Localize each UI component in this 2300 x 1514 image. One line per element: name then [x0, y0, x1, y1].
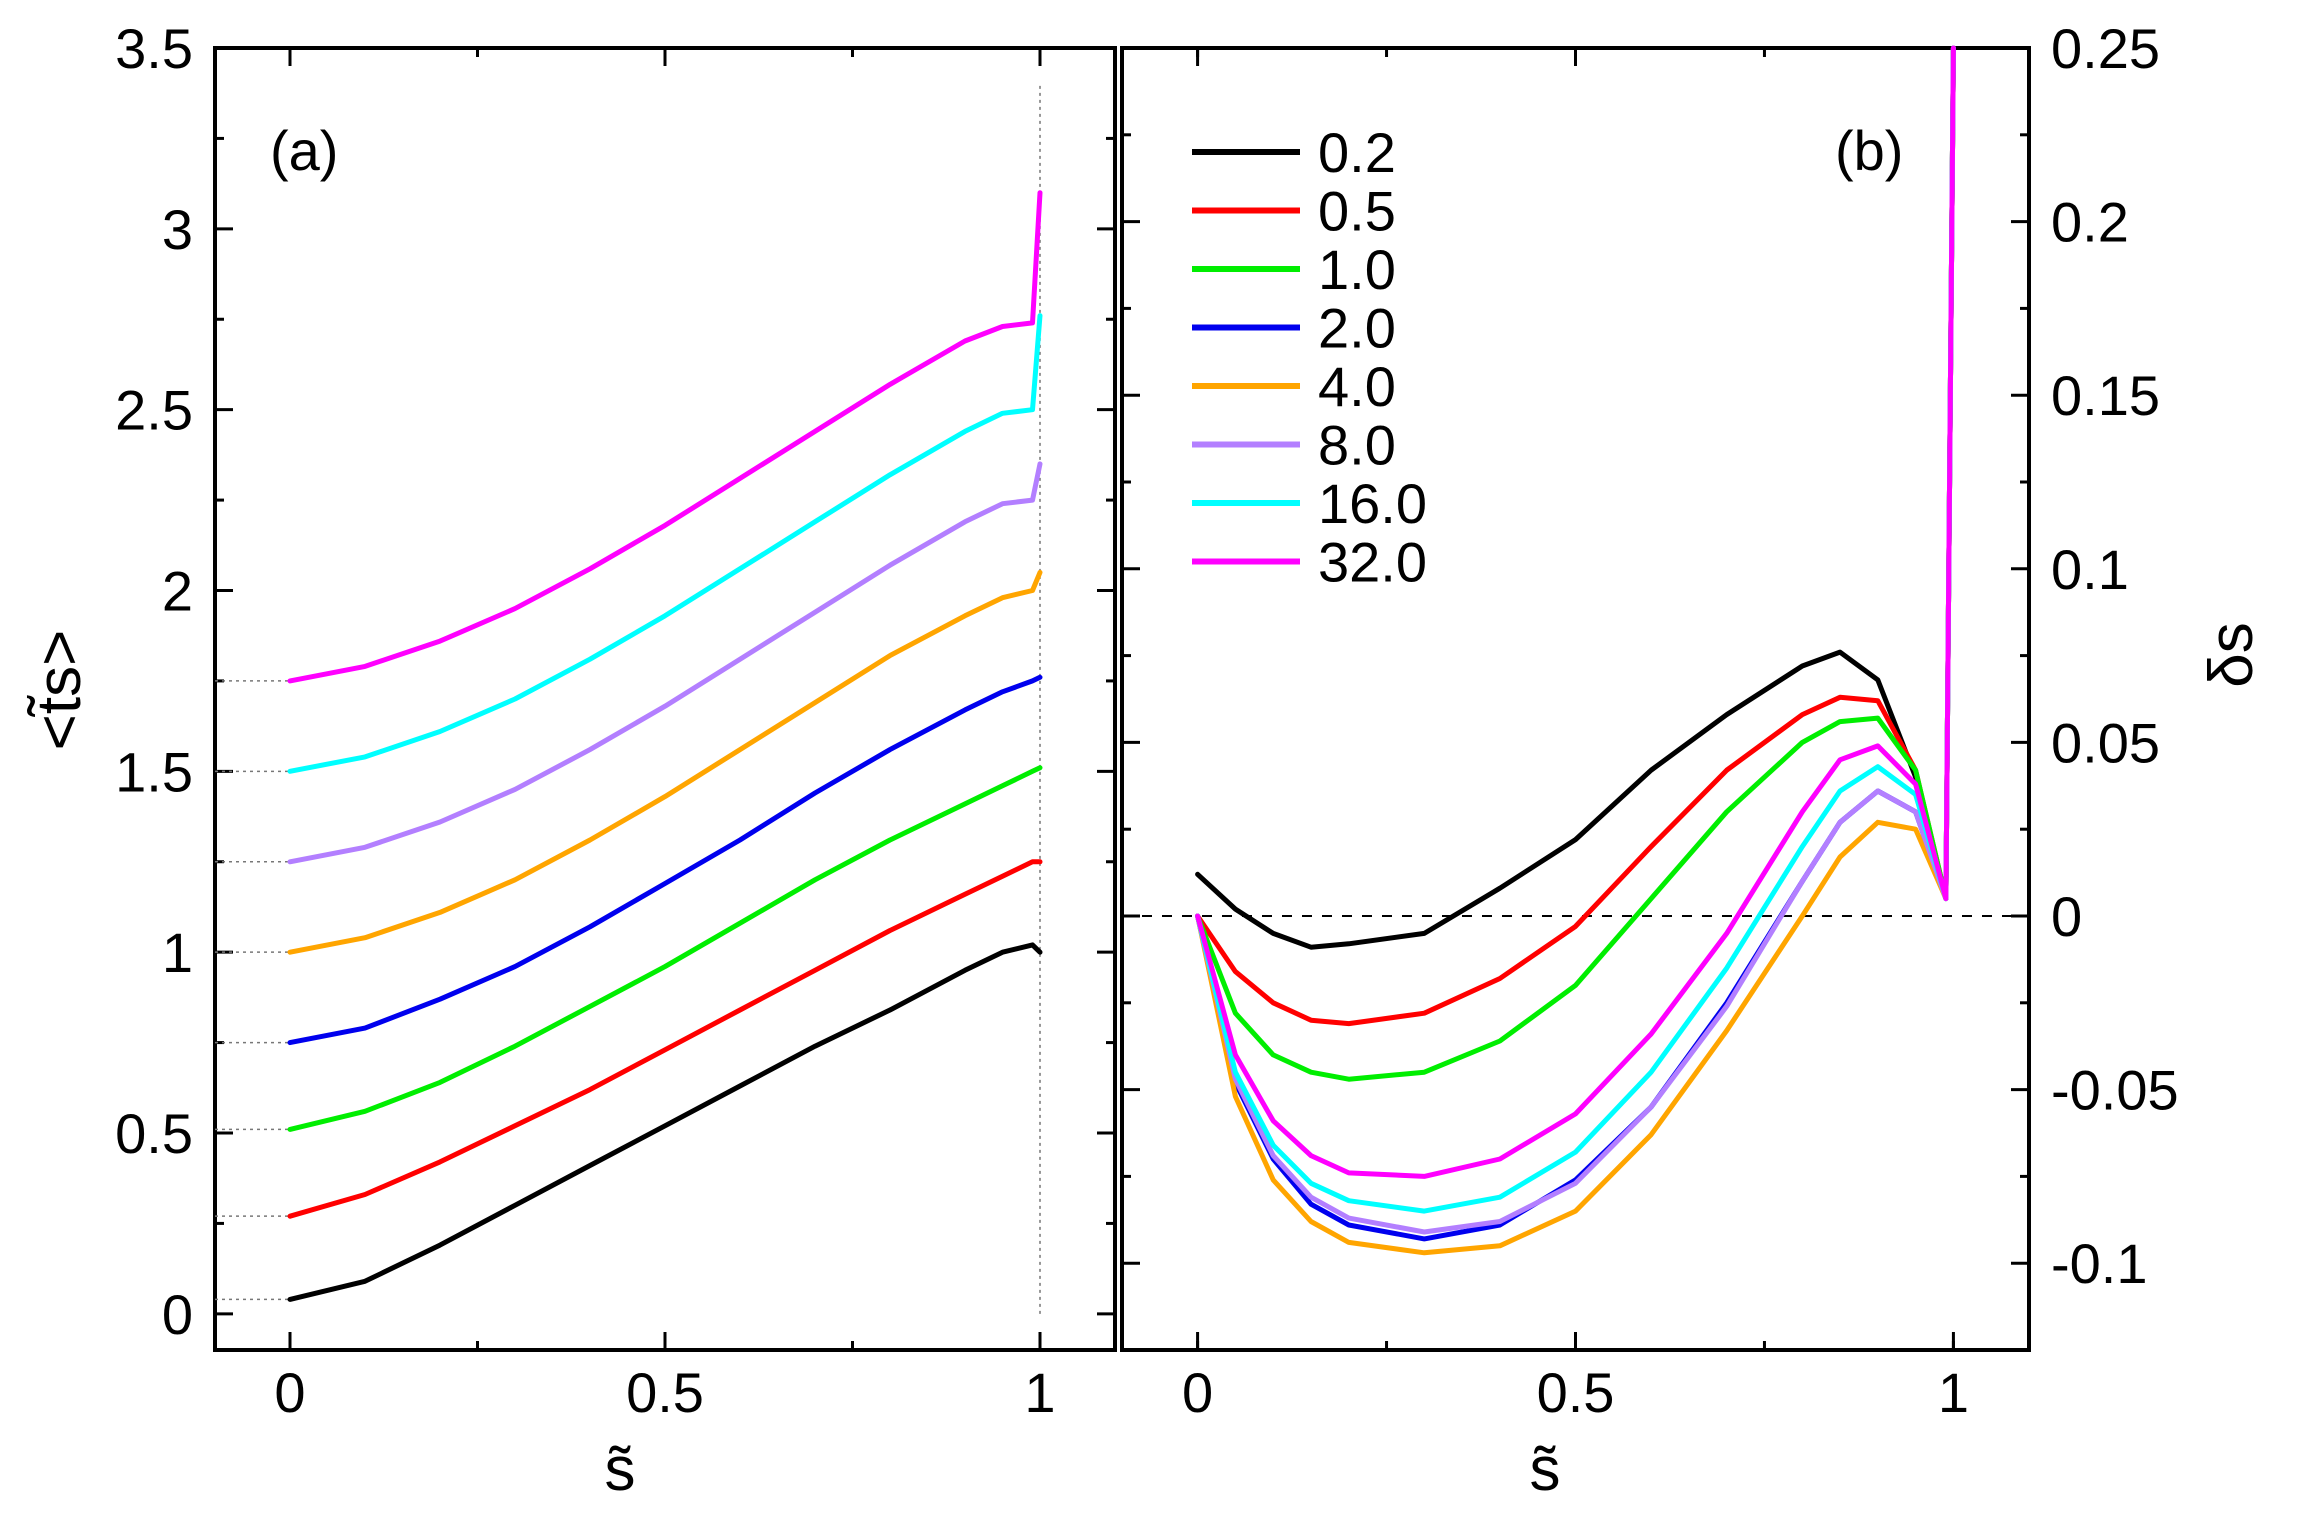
y-tick-label: 3.5: [115, 17, 193, 80]
y-tick-label: 1.5: [115, 740, 193, 803]
panel-a-y-axis-title: <t̃s>: [25, 630, 94, 751]
fit-line-32.0: [289, 192, 1041, 682]
panel-b-tag: (b): [1835, 119, 1903, 182]
y-tick-label: 0.25: [2051, 17, 2160, 80]
panel-a-ticks: [215, 46, 1115, 1350]
legend-label-32.0: 32.0: [1318, 531, 1427, 594]
panel-b-series: [1195, 45, 1956, 1256]
panel-a-tick-labels: 0 0.5 1 0 0.5 1 1.5 2 2.5 3 3.5: [115, 17, 1055, 1424]
legend-label-0.5: 0.5: [1318, 180, 1396, 243]
series-line-4.0: [1195, 45, 1956, 1256]
legend-label-8.0: 8.0: [1318, 414, 1396, 477]
panel-b-chart: 0 0.5 1 -0.1 -0.05 0 0.05 0.1 0.15 0.2 0.25 (b) s̃…: [1120, 17, 2266, 1504]
panel-a-x-axis-title: s̃: [605, 1435, 636, 1504]
series-line-8.0: [287, 461, 1043, 865]
y-tick-label: 0: [2051, 885, 2082, 948]
panel-a-guides: [215, 84, 1041, 1314]
series-line-2.0: [287, 674, 1043, 1046]
series-line-0.5: [1195, 45, 1956, 1027]
panel-b-y-axis-title: δs: [2197, 622, 2266, 688]
y-tick-label: -0.05: [2051, 1059, 2179, 1122]
y-tick-label: 0: [162, 1283, 193, 1346]
x-tick-label: 1: [1024, 1361, 1055, 1424]
fit-line-4.0: [289, 572, 1041, 953]
legend-label-4.0: 4.0: [1318, 355, 1396, 418]
series-line-0.2: [1195, 45, 1956, 950]
panel-a-frame: [213, 46, 1117, 1352]
series-line-32.0: [287, 190, 1043, 684]
series-line-16.0: [287, 313, 1043, 774]
series-line-1.0: [287, 765, 1043, 1132]
panel-a-series: [287, 190, 1043, 1302]
series-line-32.0: [1195, 45, 1956, 1179]
y-tick-label: -0.1: [2051, 1232, 2148, 1295]
x-tick-label: 0: [274, 1361, 305, 1424]
series-line-4.0: [287, 569, 1043, 955]
panel-a-tag: (a): [270, 119, 338, 182]
y-tick-label: 1: [162, 921, 193, 984]
y-tick-label: 2.5: [115, 379, 193, 442]
legend: 0.20.51.02.04.08.016.032.0: [1192, 121, 1427, 594]
legend-label-16.0: 16.0: [1318, 472, 1427, 535]
legend-label-1.0: 1.0: [1318, 238, 1396, 301]
y-tick-label: 0.2: [2051, 191, 2129, 254]
series-line-0.5: [287, 859, 1043, 1219]
y-tick-label: 0.05: [2051, 711, 2160, 774]
y-tick-label: 2: [162, 560, 193, 623]
series-line-0.2: [287, 942, 1043, 1302]
x-tick-label: 0: [1182, 1361, 1213, 1424]
fit-line-0.2: [289, 944, 1041, 1301]
x-tick-label: 0.5: [1537, 1361, 1615, 1424]
x-tick-label: 0.5: [626, 1361, 704, 1424]
panel-a-chart: 0 0.5 1 0 0.5 1 1.5 2 2.5 3 3.5 (a) s̃ <t̃s>: [25, 17, 1117, 1504]
series-line-8.0: [1195, 45, 1956, 1235]
legend-label-2.0: 2.0: [1318, 297, 1396, 360]
legend-label-0.2: 0.2: [1318, 121, 1396, 184]
panel-b-x-axis-title: s̃: [1530, 1435, 1561, 1504]
x-tick-label: 1: [1938, 1361, 1969, 1424]
y-tick-label: 3: [162, 198, 193, 261]
series-line-1.0: [1195, 45, 1956, 1082]
y-tick-label: 0.5: [115, 1102, 193, 1165]
y-tick-label: 0.1: [2051, 538, 2129, 601]
panel-b-tick-labels: 0 0.5 1 -0.1 -0.05 0 0.05 0.1 0.15 0.2 0.25: [1182, 17, 2179, 1424]
y-tick-label: 0.15: [2051, 364, 2160, 427]
series-line-2.0: [1195, 45, 1956, 1242]
series-line-16.0: [1195, 45, 1956, 1214]
